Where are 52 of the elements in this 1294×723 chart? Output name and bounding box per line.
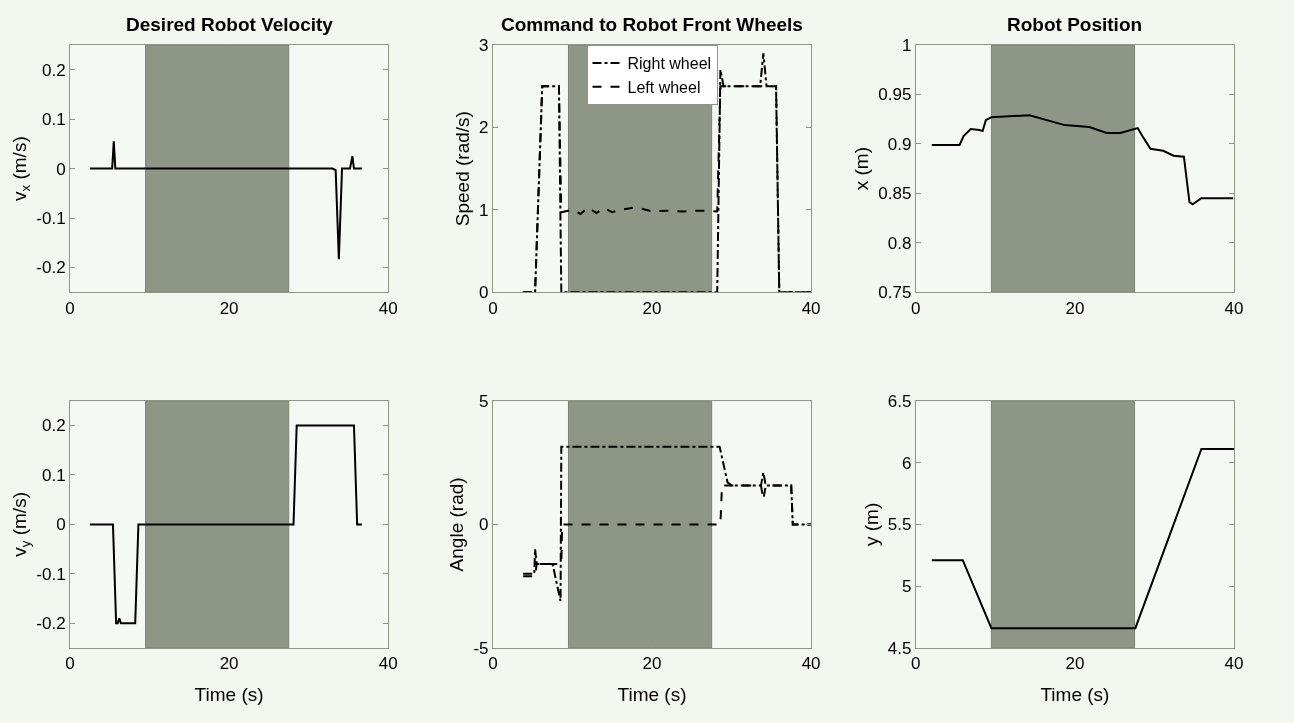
y-tick-label: 0 (479, 515, 489, 535)
x-tick-label: 40 (801, 298, 821, 318)
y-tick-label: 6.5 (887, 391, 912, 411)
y-tick-label: 6 (901, 453, 912, 473)
y-tick-label: 0.1 (41, 465, 66, 485)
x-tick-label: 40 (1224, 654, 1244, 674)
y-tick-label: 1 (901, 35, 912, 55)
x-axis-title: Time (s) (617, 684, 687, 706)
y-tick-label: 5.5 (887, 515, 912, 535)
x-axis-title: Time (s) (1040, 684, 1110, 706)
x-tick-label: 20 (219, 298, 239, 318)
y-axis-title: Speed (rad/s) (451, 111, 473, 227)
x-tick-label: 40 (801, 654, 821, 674)
y-tick-label: 3 (479, 35, 489, 55)
chart-title: Robot Position (1007, 14, 1143, 35)
y-tick-label: 2 (479, 118, 489, 138)
y-tick-label: 0.95 (878, 85, 912, 105)
x-tick-label: 20 (1065, 298, 1085, 318)
x-tick-label: 20 (642, 654, 662, 674)
y-axis-title: Angle (rad) (446, 477, 468, 572)
y-tick-label: -0.2 (36, 258, 66, 278)
x-axis-title: Time (s) (194, 684, 264, 706)
legend-label: Right wheel (627, 55, 712, 73)
y-tick-label: 5 (901, 577, 912, 597)
y-tick-label: 0.9 (887, 134, 912, 154)
x-tick-label: 40 (378, 654, 398, 674)
y-tick-label: 5 (479, 391, 489, 411)
y-tick-label: 0.2 (41, 60, 66, 80)
y-tick-label: 0.1 (41, 110, 66, 130)
y-axis-title: x (m) (851, 146, 873, 191)
x-tick-label: 40 (1224, 298, 1244, 318)
y-axis-title: y (m) (860, 502, 882, 547)
y-tick-label: 0 (56, 515, 66, 535)
chart-title: Command to Robot Front Wheels (501, 14, 803, 35)
y-tick-label: 0 (479, 283, 489, 303)
chart-title: Desired Robot Velocity (126, 14, 334, 35)
x-tick-label: 20 (219, 654, 239, 674)
x-tick-label: 40 (378, 298, 398, 318)
y-tick-label: -5 (473, 638, 489, 658)
x-tick-label: 20 (1065, 654, 1085, 674)
y-tick-label: 0.75 (878, 283, 912, 303)
y-tick-label: -0.1 (36, 564, 66, 584)
y-tick-label: -0.1 (36, 209, 66, 229)
legend-label: Left wheel (627, 78, 701, 96)
y-tick-label: 0 (56, 159, 66, 179)
y-tick-label: 0.2 (41, 416, 66, 436)
y-tick-label: 0.8 (887, 233, 912, 253)
x-tick-label: 20 (642, 298, 662, 318)
y-tick-label: -0.2 (36, 614, 66, 634)
y-tick-label: 1 (479, 200, 489, 220)
y-tick-label: 0.85 (878, 184, 912, 204)
y-tick-label: 4.5 (887, 638, 912, 658)
